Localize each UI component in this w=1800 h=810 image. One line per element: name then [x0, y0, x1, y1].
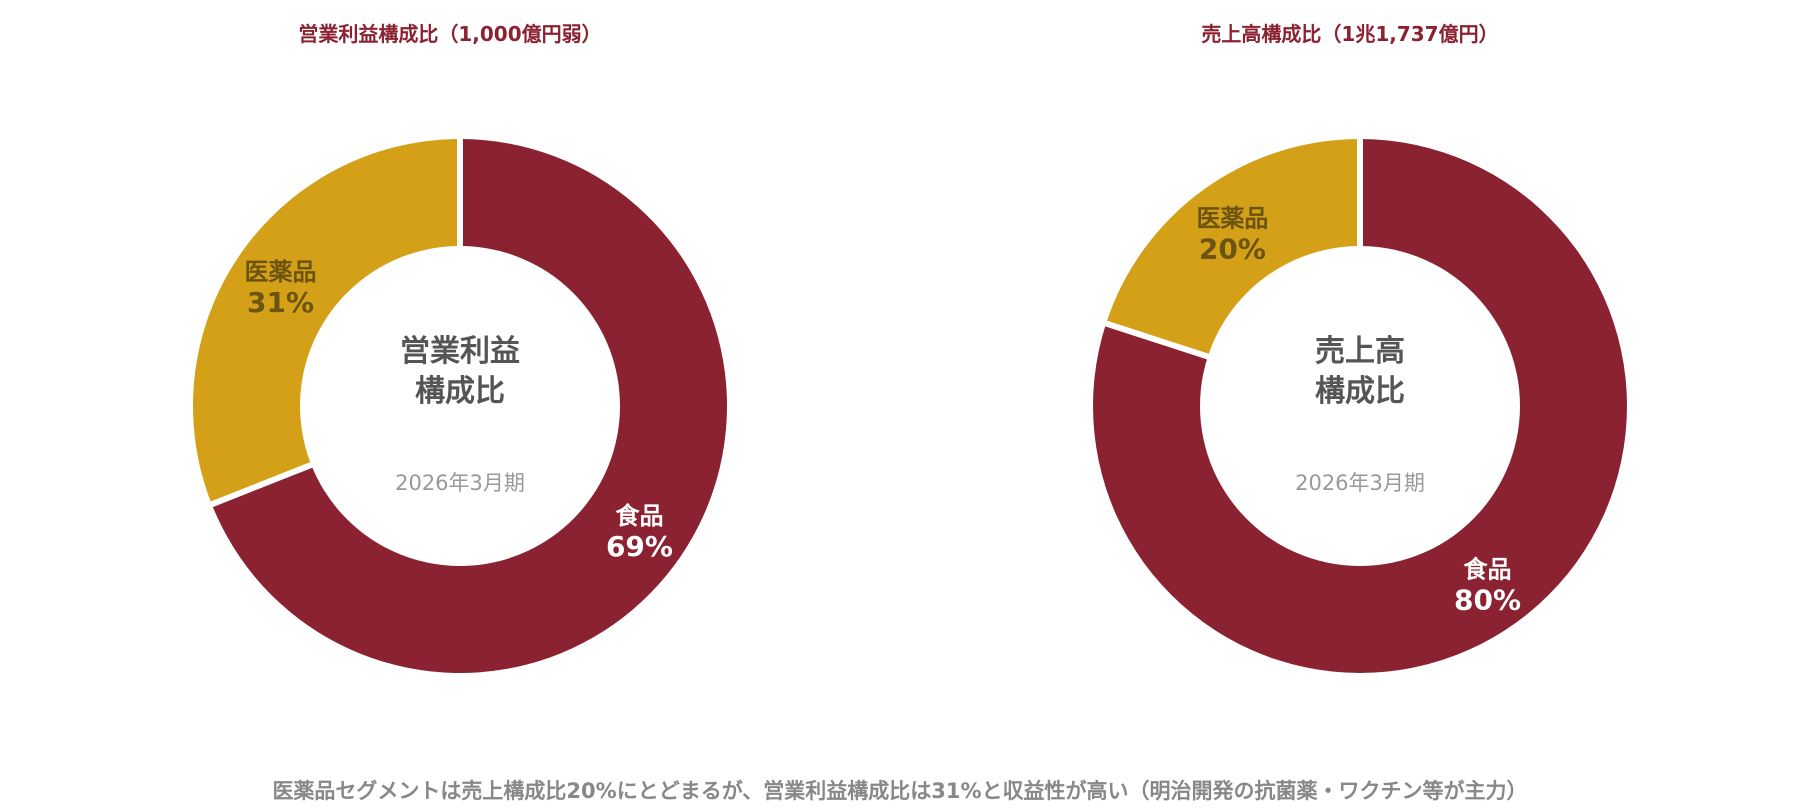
center-subtitle: 2026年3月期 — [1295, 471, 1425, 495]
chart-title: 営業利益構成比（1,000億円弱） — [298, 22, 602, 46]
slice-value-label: 80% — [1454, 584, 1521, 617]
footer-note: 医薬品セグメントは売上構成比20%にとどまるが、営業利益構成比は31%と収益性が… — [272, 779, 1528, 803]
slice-food — [1093, 139, 1627, 673]
slice-value-label: 31% — [247, 286, 314, 319]
center-subtitle: 2026年3月期 — [395, 471, 525, 495]
center-title: 売上高 — [1315, 334, 1405, 369]
slice-label: 食品 — [1464, 556, 1512, 584]
center-title: 営業利益 — [400, 334, 520, 369]
slice-separator — [1103, 320, 1211, 361]
slice-separator — [208, 461, 315, 508]
chart-title: 売上高構成比（1兆1,737億円） — [1201, 22, 1499, 46]
slice-value-label: 20% — [1199, 232, 1266, 265]
operating-profit-chart: 営業利益構成比（1,000億円弱） 食品 69% 医薬品 31% 営業利益構成比 2026… — [0, 0, 900, 700]
slice-label: 医薬品 — [1196, 204, 1268, 232]
slice-label: 食品 — [615, 502, 663, 530]
sales-chart: 売上高構成比（1兆1,737億円） 食品 80% 医薬品 20% 売上高構成比 2026年… — [900, 0, 1800, 700]
slice-pharma — [1106, 139, 1360, 357]
slice-pharma — [192, 139, 460, 505]
center-title: 構成比 — [415, 374, 505, 409]
slice-label: 医薬品 — [245, 258, 317, 286]
slice-value-label: 69% — [606, 530, 673, 563]
center-title: 構成比 — [1315, 374, 1405, 409]
slice-food — [211, 139, 727, 674]
